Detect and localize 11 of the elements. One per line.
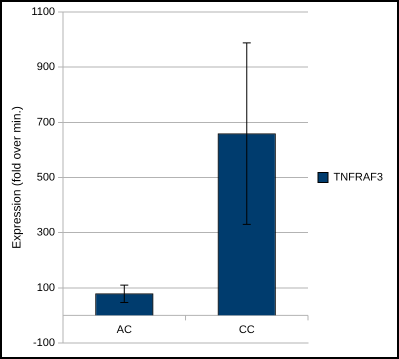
y-tick-label: 900 xyxy=(36,61,56,74)
y-tick-label: 500 xyxy=(36,172,56,184)
y-tick-label: 1100 xyxy=(31,6,56,18)
y-tick-label: 100 xyxy=(36,282,56,294)
y-axis-title: Expression (fold over min.) xyxy=(10,106,24,249)
x-tick-label: AC xyxy=(116,324,132,336)
y-tick-label: -100 xyxy=(33,337,56,350)
y-tick-label: 300 xyxy=(36,226,56,239)
y-tick-label: 700 xyxy=(36,116,56,128)
x-tick-label: CC xyxy=(238,324,255,336)
legend-label: TNFRAF3 xyxy=(334,172,383,184)
